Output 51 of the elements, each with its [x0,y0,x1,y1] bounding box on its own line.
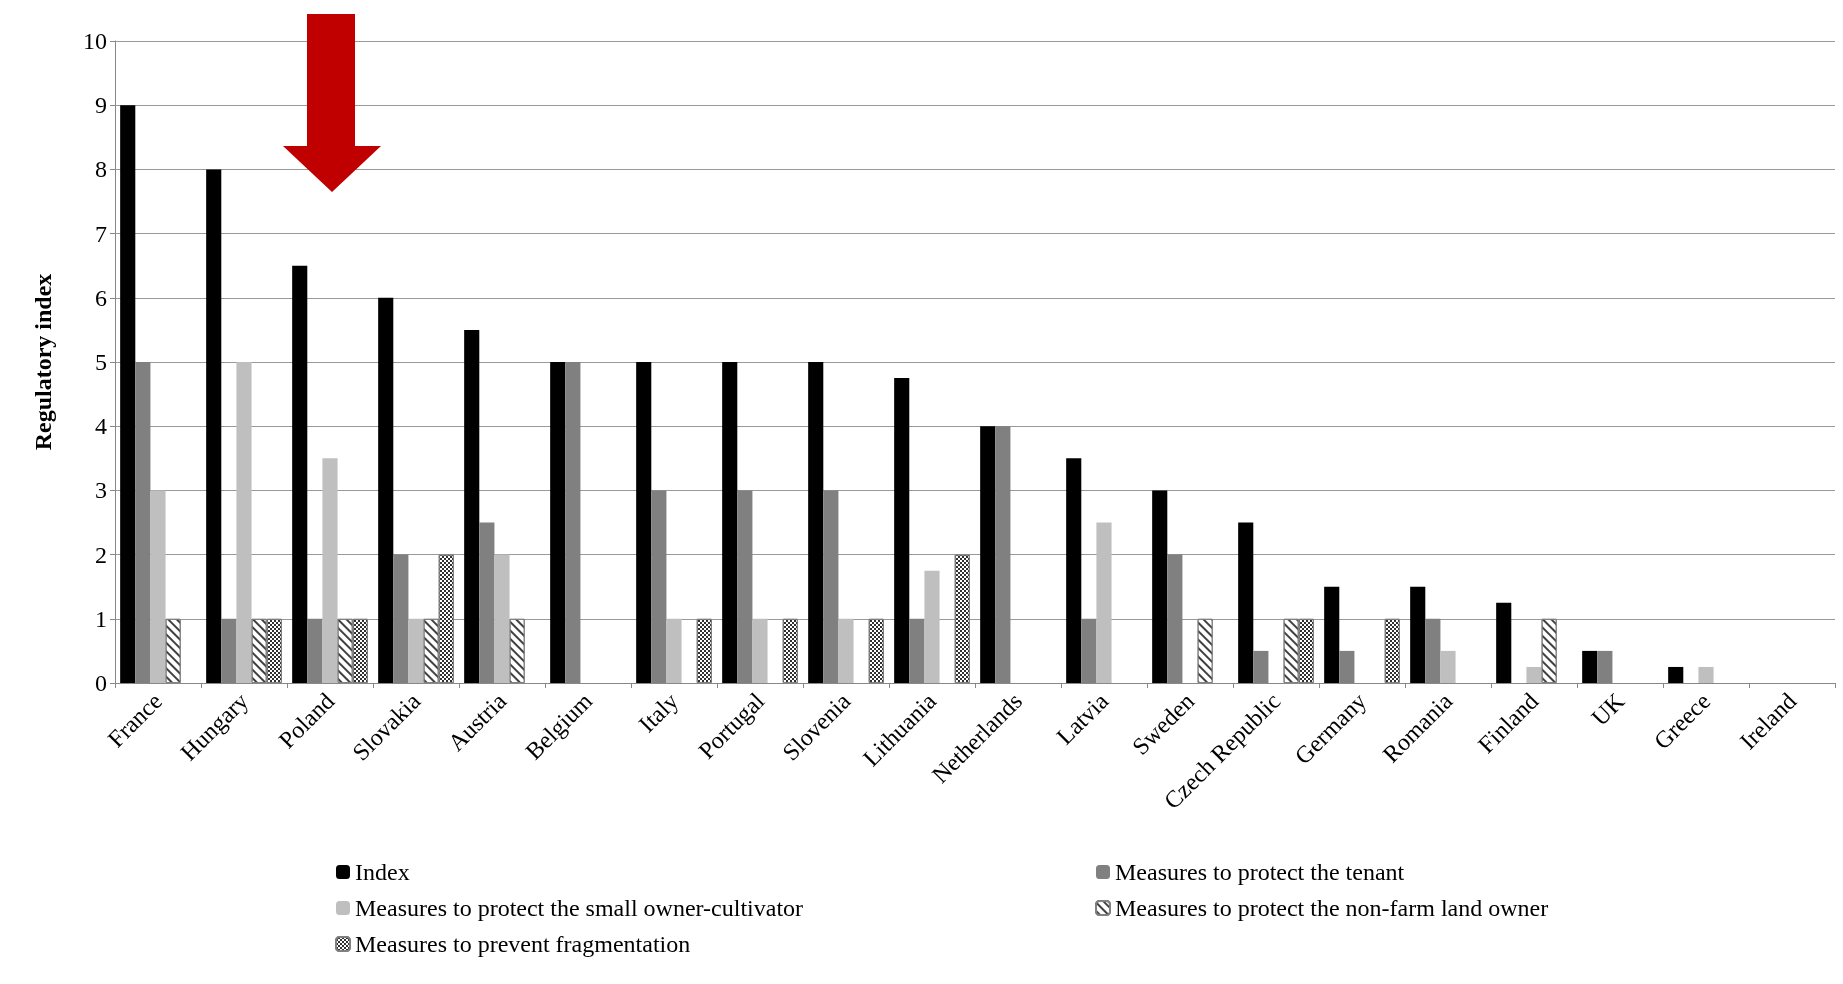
bar [292,265,308,683]
bar [408,618,424,683]
bar [894,378,910,683]
legend-label: Measures to protect the small owner-cultivator [355,895,804,921]
legend-label: Measures to protect the tenant [1115,859,1405,885]
bar [752,618,768,683]
bar [1668,666,1684,683]
bar [1410,586,1426,683]
bar [1096,522,1112,683]
y-tick-label: 7 [95,220,107,247]
bar [1526,666,1542,683]
bar [1066,458,1082,683]
bar [1324,586,1340,683]
y-tick-label: 2 [95,541,107,568]
bar [120,105,136,683]
y-tick-label: 5 [95,349,107,375]
y-axis-title: Regulatory index [30,273,56,451]
bar [322,458,338,683]
y-tick-label: 6 [95,284,107,311]
bar [1698,666,1714,683]
bar [636,362,652,683]
bar [378,297,394,683]
x-tick-label: UK [1586,687,1630,731]
bar [1152,490,1168,683]
bar [150,490,166,683]
y-tick-label: 8 [95,156,107,183]
bar [464,329,480,683]
y-tick-label: 1 [95,605,107,632]
bar [980,426,996,683]
bar [838,618,854,683]
bar [1496,602,1512,683]
y-tick-label: 0 [95,670,107,696]
legend-label: Measures to protect the non-farm land owner [1115,895,1549,921]
bar [808,362,824,683]
legend-label: Index [355,859,410,885]
y-tick-label: 10 [83,28,107,54]
bar [1440,650,1456,683]
bar [206,169,222,683]
bar [494,554,510,683]
bar [550,362,566,683]
y-tick-label: 3 [95,477,107,504]
bar [236,362,252,683]
y-tick-label: 4 [95,413,107,440]
y-tick-label: 9 [95,92,107,119]
bar [1238,522,1254,683]
bar [722,362,738,683]
bar [924,570,940,683]
bar [666,618,682,683]
bar [1582,650,1598,683]
x-tick-label: Italy [633,687,684,738]
legend-label: Measures to prevent fragmentation [355,931,691,957]
